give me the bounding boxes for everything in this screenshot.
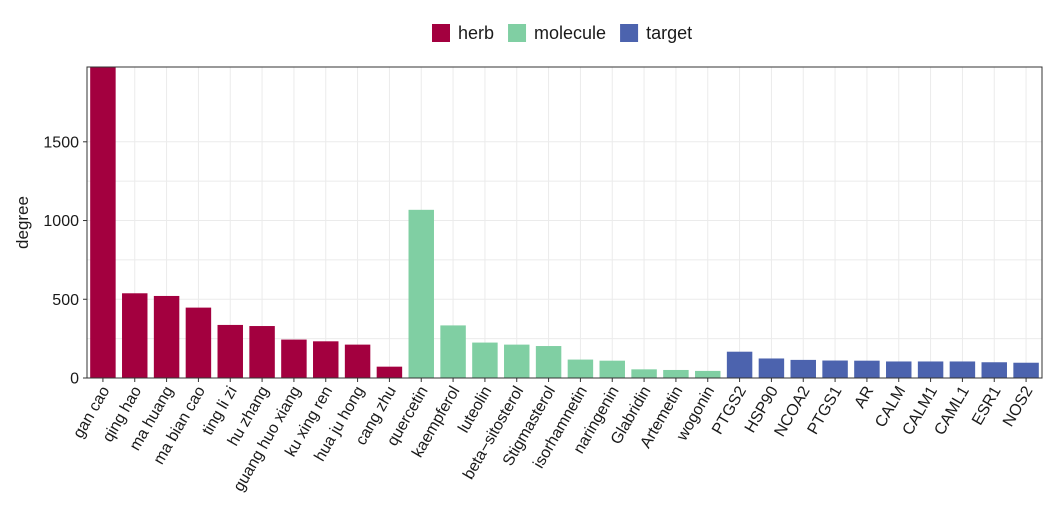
bar-calm xyxy=(886,361,912,378)
bar-hsp90 xyxy=(758,358,785,378)
bar-caml1 xyxy=(949,361,976,378)
x-tick-label: NOS2 xyxy=(1000,383,1037,429)
panel-border xyxy=(86,66,1043,379)
bar-naringenin xyxy=(599,360,625,378)
legend: herb molecule target xyxy=(432,23,692,43)
bar-ptgs2 xyxy=(726,351,753,378)
bar-calm1 xyxy=(917,361,944,378)
bars xyxy=(90,67,1039,378)
bar-kaempferol xyxy=(440,325,466,378)
bar-qing-hao xyxy=(122,293,148,378)
bar-artemetin xyxy=(663,369,689,378)
bar-wogonin xyxy=(695,370,721,378)
bar-ncoa2 xyxy=(790,359,816,378)
legend-label-target: target xyxy=(646,23,692,43)
bar-hu-zhang xyxy=(249,326,275,378)
bar-ar xyxy=(854,360,880,378)
bar-guang-huo-xiang xyxy=(281,339,307,378)
bar-ting-li-zi xyxy=(217,324,243,378)
x-tick-label: AR xyxy=(852,384,878,412)
bar-gan-cao xyxy=(90,67,116,378)
bar-stigmasterol xyxy=(535,346,562,378)
bar-ma-bian-cao xyxy=(185,307,212,378)
bar-luteolin xyxy=(472,342,498,378)
bar-quercetin xyxy=(408,209,434,378)
bar-esr1 xyxy=(981,362,1007,378)
bar-ku-xing-ren xyxy=(313,341,339,378)
y-tick-label: 1000 xyxy=(43,213,79,230)
bar-hua-ju-hong xyxy=(344,344,371,378)
legend-key-herb xyxy=(432,24,450,42)
bar-beta-sitosterol xyxy=(504,344,530,378)
bar-nos2 xyxy=(1013,362,1039,378)
legend-key-target xyxy=(620,24,639,42)
y-tick-label: 500 xyxy=(52,292,79,309)
legend-key-molecule xyxy=(508,24,527,42)
legend-label-molecule: molecule xyxy=(534,23,606,43)
y-axis: 0 500 1000 1500 xyxy=(43,134,87,388)
y-tick-label: 0 xyxy=(70,371,79,388)
bar-cang-zhu xyxy=(376,366,403,378)
bar-ma-huang xyxy=(153,295,180,378)
y-axis-title: degree xyxy=(13,196,32,249)
y-tick-label: 1500 xyxy=(43,134,79,151)
bar-ptgs1 xyxy=(822,360,848,378)
legend-label-herb: herb xyxy=(458,23,494,43)
bar-isorhamnetin xyxy=(567,359,594,378)
bar-glabridin xyxy=(631,369,657,378)
